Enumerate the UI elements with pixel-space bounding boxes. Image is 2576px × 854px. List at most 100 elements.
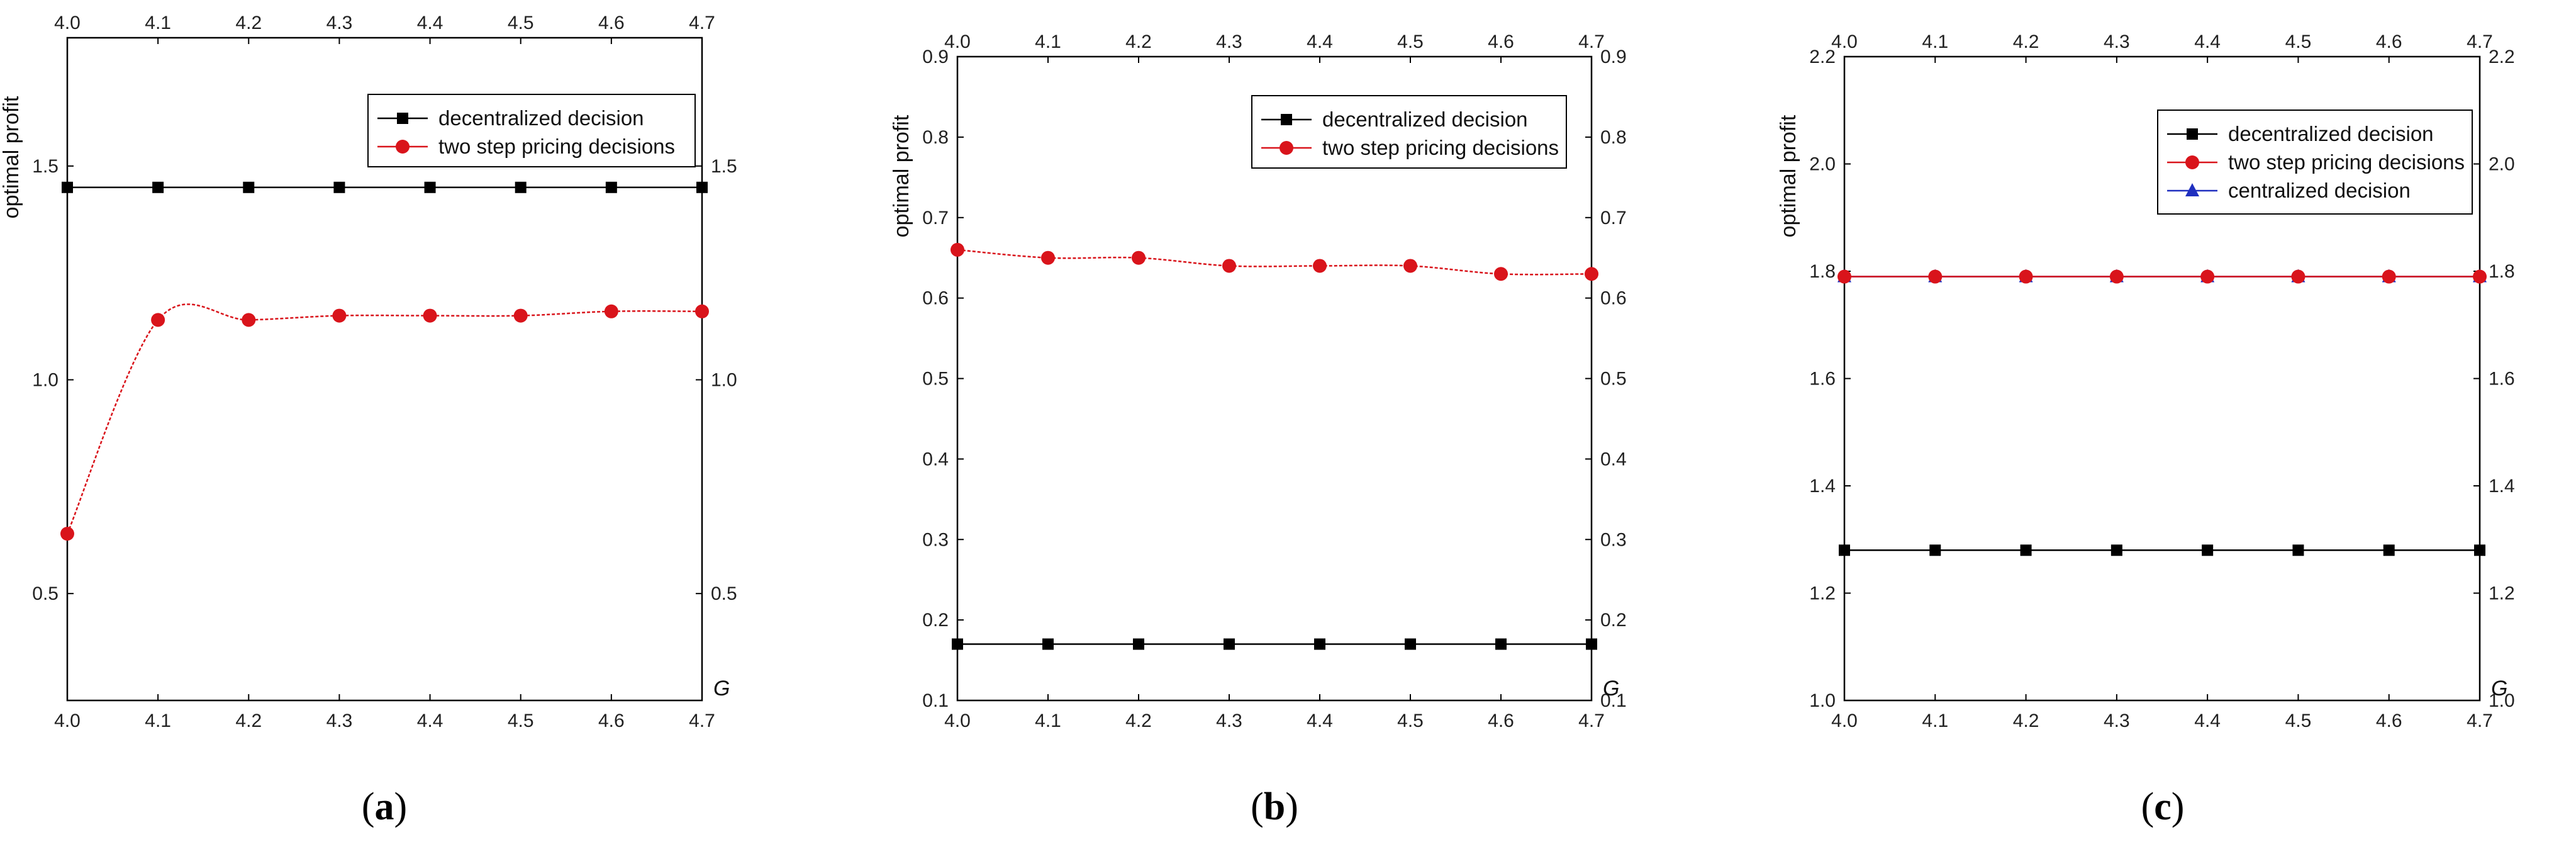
x-tick-label-top: 4.7: [689, 13, 715, 33]
series-line: [957, 249, 1592, 276]
data-point: [152, 181, 164, 193]
data-point: [333, 181, 345, 193]
y-tick-label: 2.0: [1809, 154, 1836, 175]
x-tick-label-top: 4.1: [145, 13, 171, 33]
y-tick-label-right: 0.6: [1600, 288, 1627, 309]
y-tick-label: 0.4: [922, 449, 949, 469]
series-line: [66, 303, 703, 534]
data-point: [332, 308, 347, 323]
series-two-step-pricing-decisions: [951, 242, 1598, 281]
data-point: [513, 308, 528, 323]
x-axis-label: G: [2491, 677, 2507, 700]
y-tick-label-right: 2.2: [2489, 47, 2515, 67]
chart-panel-a: 4.0 4.0 4.1 4.1 4.2 4.2 4.3 4.3 4.4 4.4 4.5 4.5 4.6 4…: [0, 13, 737, 828]
legend-label: centralized decision: [2228, 179, 2411, 202]
y-tick-label: 0.5: [32, 583, 59, 604]
data-point: [1586, 638, 1597, 650]
panel-caption: (c): [2141, 785, 2185, 828]
data-point: [952, 638, 963, 650]
y-tick-label: 1.8: [1809, 261, 1836, 282]
data-point: [424, 181, 436, 193]
data-point: [243, 181, 255, 193]
y-tick-label-right: 1.0: [711, 369, 737, 390]
data-point: [696, 181, 708, 193]
x-tick-label-top: 4.2: [1125, 31, 1152, 52]
data-point: [1224, 638, 1235, 650]
data-point: [2382, 269, 2396, 284]
x-tick-label: 4.5: [1397, 711, 1424, 731]
y-tick-label-right: 2.0: [2489, 154, 2515, 175]
legend: decentralized decision two step pricing d…: [1251, 95, 1567, 169]
y-tick-label-right: 0.5: [711, 583, 737, 604]
y-tick-label-right: 0.8: [1600, 127, 1627, 148]
x-tick-label: 4.6: [1488, 711, 1514, 731]
y-tick-label-right: 0.9: [1600, 47, 1627, 67]
data-point: [2292, 544, 2304, 556]
x-tick-label: 4.7: [689, 711, 715, 731]
x-tick-label-top: 4.6: [598, 13, 625, 33]
x-tick-label: 4.3: [326, 711, 353, 731]
data-point: [2020, 544, 2032, 556]
y-tick-label-right: 1.0: [2489, 690, 2515, 711]
data-point: [1837, 269, 1851, 284]
legend-marker: [2185, 155, 2199, 169]
x-tick-label: 4.7: [2467, 711, 2493, 731]
y-tick-label-right: 1.4: [2489, 476, 2515, 497]
data-point: [604, 304, 618, 318]
chart-panel-c: 4.0 4.0 4.1 4.1 4.2 4.2 4.3 4.3 4.4 4.4 4.5 4.5 4.6 4…: [1776, 31, 2515, 828]
x-tick-label: 4.3: [1216, 711, 1242, 731]
y-tick-label-right: 0.1: [1600, 690, 1627, 711]
data-point: [423, 308, 437, 323]
x-tick-label-top: 4.5: [2285, 31, 2312, 52]
data-point: [1133, 638, 1144, 650]
x-tick-label-top: 4.3: [2104, 31, 2130, 52]
data-point: [1403, 259, 1417, 273]
x-tick-label-top: 4.7: [2467, 31, 2493, 52]
data-point: [2383, 544, 2395, 556]
y-tick-label: 0.9: [922, 47, 949, 67]
y-tick-label: 0.1: [922, 690, 949, 711]
x-tick-label-top: 4.7: [1578, 31, 1605, 52]
series-decentralized-decision: [952, 638, 1597, 650]
legend: decentralized decision two step pricing d…: [2157, 110, 2473, 215]
x-tick-label-top: 4.2: [235, 13, 262, 33]
chart-panel-b: 4.0 4.0 4.1 4.1 4.2 4.2 4.3 4.3 4.4 4.4 4.5 4.5 4.6 4…: [889, 31, 1627, 828]
x-tick-label-top: 4.4: [417, 13, 443, 33]
x-tick-label: 4.1: [1035, 711, 1061, 731]
y-tick-label-right: 1.2: [2489, 583, 2515, 604]
legend-marker: [396, 140, 410, 154]
x-tick-label: 4.5: [508, 711, 534, 731]
y-tick-label: 0.7: [922, 208, 949, 228]
data-point: [242, 313, 256, 327]
legend: decentralized decision two step pricing d…: [367, 94, 696, 167]
data-point: [2200, 269, 2215, 284]
legend-label: two step pricing decisions: [1322, 136, 1559, 159]
data-point: [1132, 250, 1146, 265]
x-tick-label-top: 4.6: [1488, 31, 1514, 52]
y-tick-label: 1.4: [1809, 476, 1836, 497]
data-point: [2291, 269, 2306, 284]
x-tick-label-top: 4.2: [2013, 31, 2039, 52]
panel-caption: (a): [362, 785, 407, 828]
legend-label: decentralized decision: [2228, 122, 2434, 145]
data-point: [2109, 269, 2124, 284]
x-tick-label: 4.1: [1922, 711, 1948, 731]
panel-caption: (b): [1251, 785, 1298, 828]
y-tick-label: 0.5: [922, 369, 949, 390]
x-tick-label: 4.0: [944, 711, 971, 731]
y-tick-label-right: 0.4: [1600, 449, 1627, 469]
x-tick-label: 4.0: [1831, 711, 1858, 731]
y-tick-label: 1.6: [1809, 369, 1836, 390]
data-point: [1495, 638, 1507, 650]
data-point: [515, 181, 527, 193]
legend-label: two step pricing decisions: [438, 135, 675, 158]
x-tick-label: 4.4: [1307, 711, 1333, 731]
x-tick-label: 4.5: [2285, 711, 2312, 731]
legend-label: two step pricing decisions: [2228, 150, 2465, 174]
x-tick-label-top: 4.4: [2194, 31, 2221, 52]
legend-label: decentralized decision: [1322, 108, 1528, 131]
data-point: [1494, 267, 1508, 281]
data-point: [1313, 259, 1327, 273]
y-tick-label: 1.5: [32, 156, 59, 177]
